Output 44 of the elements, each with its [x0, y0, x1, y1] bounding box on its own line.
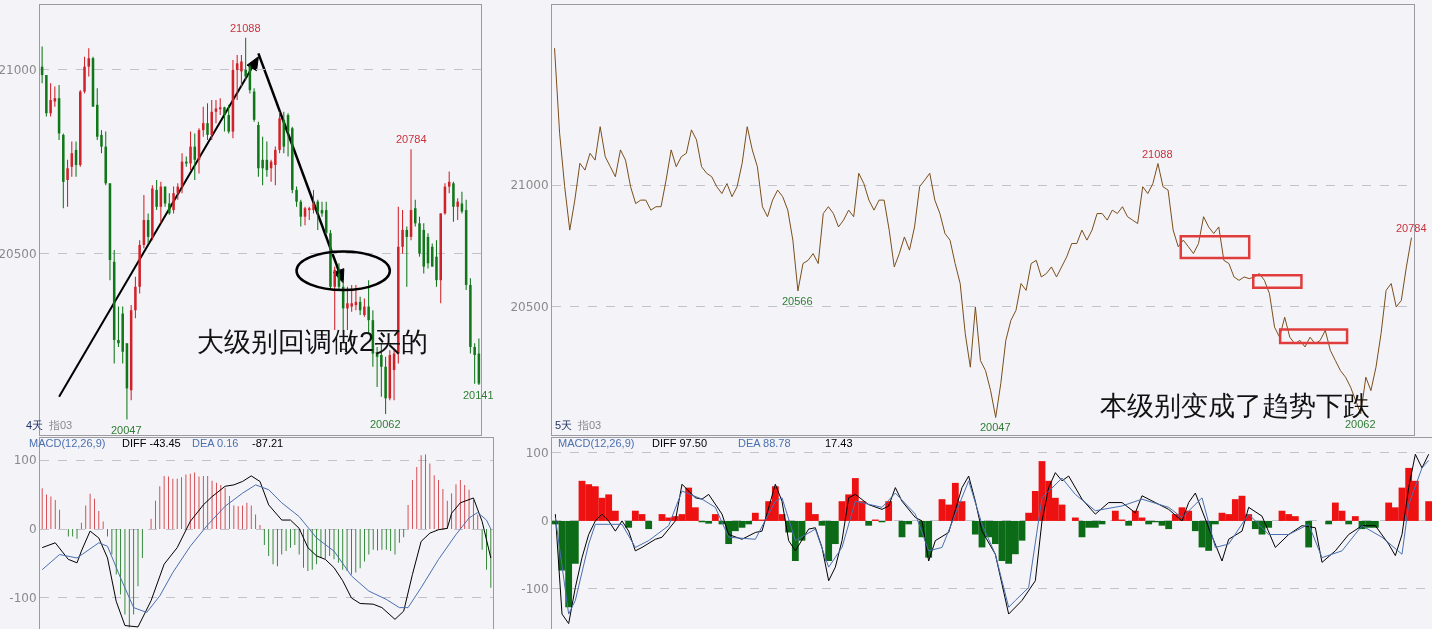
line-series — [41, 475, 492, 628]
annotation: 4天 — [26, 419, 44, 431]
y-tick-label: 100 — [525, 446, 549, 461]
y-tick-label: 21000 — [0, 63, 37, 78]
line-series — [41, 484, 492, 613]
y-tick-label: 0 — [540, 514, 549, 529]
y-tick-label: 20500 — [510, 300, 549, 315]
annotation: DIFF -43.45 — [122, 437, 181, 449]
y-tick-label: 100 — [13, 453, 37, 468]
bar — [1125, 520, 1133, 526]
annotation: 21088 — [230, 22, 261, 34]
y-tick-label: -100 — [9, 591, 37, 606]
annotation: DEA 0.16 — [192, 437, 239, 449]
annotation: 20141 — [463, 389, 494, 401]
annotation: 指03 — [577, 419, 602, 431]
annotation: 20566 — [782, 295, 813, 307]
annotation: 20047 — [111, 424, 142, 436]
annotation: -87.21 — [252, 437, 284, 449]
bar — [865, 520, 873, 526]
annotation: 20784 — [396, 133, 427, 145]
annotation: 21088 — [1142, 148, 1173, 160]
bar — [1071, 517, 1079, 521]
bar — [645, 520, 653, 530]
bar — [1325, 520, 1333, 525]
annotation: DIFF 97.50 — [652, 437, 708, 449]
annotation: MACD(12,26,9) — [29, 437, 106, 449]
annotation: DEA 88.78 — [738, 437, 791, 449]
y-tick-label: 0 — [28, 522, 37, 537]
annotation: 20062 — [1345, 418, 1376, 430]
y-tick-label: -100 — [521, 582, 549, 597]
y-tick-label: 20500 — [0, 246, 37, 261]
annotation: 20784 — [1396, 222, 1427, 234]
bar — [1345, 520, 1353, 525]
bar — [711, 514, 719, 521]
bar — [1425, 501, 1432, 521]
annotation: 17.43 — [825, 437, 853, 449]
annotation: 指03 — [48, 419, 73, 431]
annotation: 20062 — [370, 418, 401, 430]
y-tick-label: 21000 — [510, 178, 549, 193]
annotation: 5天 — [555, 419, 573, 431]
annotation: MACD(12,26,9) — [558, 437, 635, 449]
bar — [625, 520, 633, 528]
bar — [1351, 516, 1359, 521]
annotation: 20047 — [980, 421, 1011, 433]
